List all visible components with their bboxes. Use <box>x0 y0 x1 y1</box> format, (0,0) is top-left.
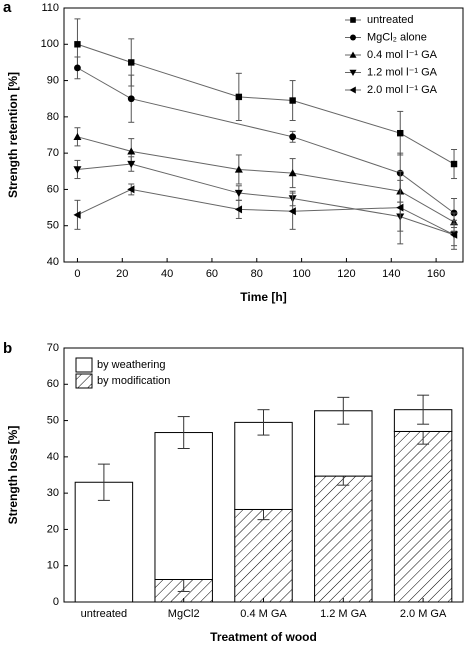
series-line <box>77 188 455 236</box>
marker <box>289 97 296 104</box>
bar-segment <box>393 430 453 603</box>
panel-label: a <box>3 0 12 16</box>
marker <box>127 185 135 194</box>
x-tick-label: 1.2 M GA <box>320 608 367 620</box>
y-tick-label: 60 <box>47 378 59 390</box>
bar-segment <box>234 508 293 603</box>
x-tick-label: 20 <box>116 268 128 280</box>
x-tick-label: 120 <box>337 268 355 280</box>
y-tick-label: 110 <box>41 2 59 14</box>
y-tick-label: 10 <box>47 560 59 572</box>
legend-marker <box>349 69 357 76</box>
y-tick-label: 70 <box>47 342 59 354</box>
y-tick-label: 100 <box>41 38 59 50</box>
marker <box>73 132 82 141</box>
marker <box>234 165 243 173</box>
legend-label: untreated <box>367 14 413 26</box>
y-tick-label: 40 <box>47 451 59 463</box>
marker <box>234 205 243 214</box>
x-tick-label: 160 <box>427 268 445 280</box>
marker <box>234 189 243 198</box>
marker <box>74 41 81 48</box>
y-tick-label: 90 <box>47 74 59 86</box>
marker <box>289 133 297 141</box>
bar-segment <box>74 481 134 603</box>
legend-marker <box>349 86 356 94</box>
y-tick-label: 50 <box>47 220 59 232</box>
x-tick-label: 2.0 M GA <box>400 608 447 620</box>
y-axis-title: Strength retention [%] <box>6 72 20 198</box>
legend-swatch <box>75 373 93 389</box>
y-tick-label: 80 <box>47 111 59 123</box>
series-line <box>77 136 455 223</box>
marker <box>288 207 296 216</box>
x-tick-label: 40 <box>161 268 173 280</box>
plot-frame <box>63 7 464 263</box>
marker <box>127 147 136 155</box>
legend-label: MgCl₂ alone <box>367 31 427 43</box>
marker <box>397 129 404 137</box>
bar-segment <box>234 421 293 510</box>
marker <box>73 210 81 219</box>
x-tick-label: 140 <box>382 268 400 280</box>
y-axis-title: Strength loss [%] <box>6 426 20 525</box>
y-tick-label: 50 <box>47 414 59 426</box>
marker <box>127 95 135 103</box>
x-tick-label: untreated <box>81 608 127 620</box>
x-tick-label: 80 <box>251 268 263 280</box>
legend-label: 1.2 mol l⁻¹ GA <box>367 66 438 78</box>
x-tick-label: 100 <box>292 268 310 280</box>
marker <box>74 64 81 72</box>
marker <box>450 160 458 168</box>
y-tick-label: 60 <box>47 183 59 195</box>
x-tick-label: 0.4 M GA <box>240 608 287 620</box>
legend-swatch <box>75 357 93 373</box>
x-axis-title: Treatment of wood <box>210 630 317 644</box>
y-tick-label: 70 <box>47 147 59 159</box>
marker <box>235 93 243 101</box>
marker <box>288 169 297 177</box>
series-line <box>77 163 455 236</box>
y-tick-label: 20 <box>47 523 59 535</box>
y-tick-label: 40 <box>47 256 59 268</box>
marker <box>73 166 82 174</box>
marker <box>127 160 136 169</box>
marker <box>128 59 135 66</box>
legend-label: 2.0 mol l⁻¹ GA <box>367 84 438 96</box>
marker <box>396 203 404 212</box>
bar-segment <box>314 475 373 603</box>
x-tick-label: 60 <box>206 268 218 280</box>
y-tick-label: 0 <box>53 596 59 608</box>
x-tick-label: MgCl2 <box>168 608 200 620</box>
legend-marker <box>350 34 356 41</box>
y-tick-label: 30 <box>47 487 59 499</box>
legend-label: by modification <box>97 375 170 387</box>
legend-label: by weathering <box>97 359 166 371</box>
marker <box>450 230 458 239</box>
legend-label: 0.4 mol l⁻¹ GA <box>367 49 438 61</box>
bar-segment <box>154 432 213 581</box>
panel-label: b <box>3 340 12 357</box>
legend-marker <box>349 51 357 58</box>
legend-marker <box>350 17 356 23</box>
x-axis-title: Time [h] <box>240 290 286 304</box>
x-tick-label: 0 <box>74 268 80 280</box>
series-line <box>77 43 455 165</box>
